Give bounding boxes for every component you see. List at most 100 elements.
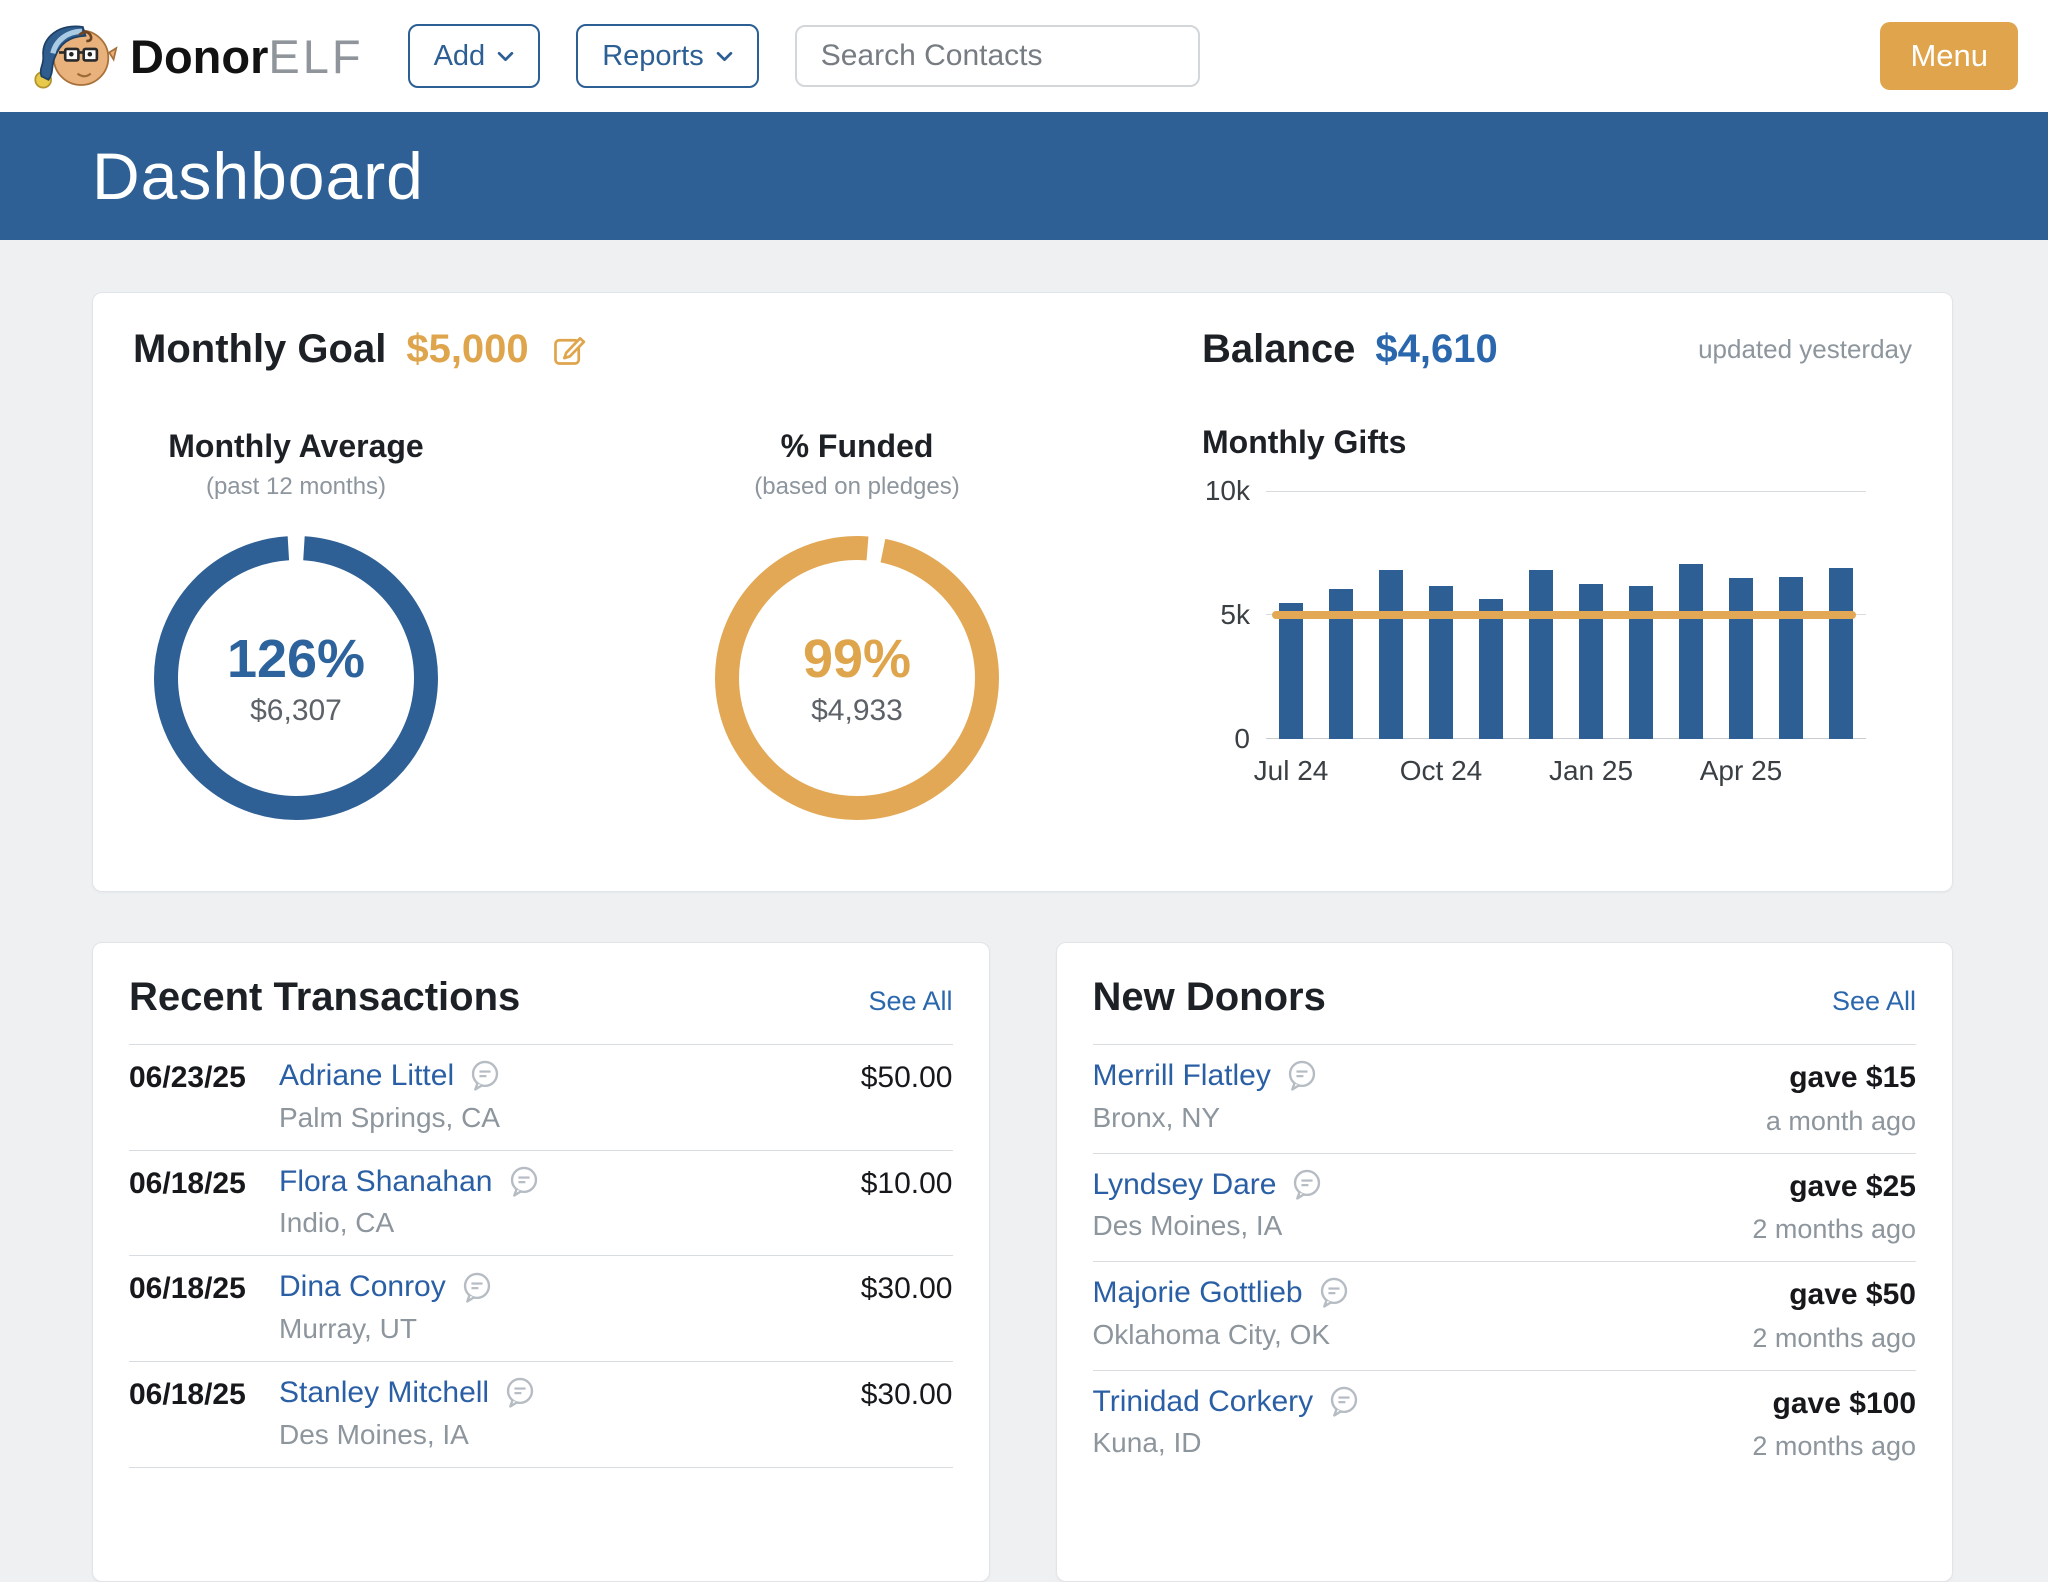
x-axis-label-apr-25: Apr 25 xyxy=(1699,755,1783,786)
gridline-0 xyxy=(1266,738,1866,739)
transaction-amount: $50.00 xyxy=(860,1061,953,1094)
lists-row: Recent Transactions See All 06/23/25 Adri… xyxy=(92,942,1953,1582)
monthly-average-subtitle: (past 12 months) xyxy=(205,473,387,500)
monthly-goal-header: Monthly Goal $5,000 xyxy=(133,327,1162,372)
comment-bubble-icon[interactable] xyxy=(1327,1386,1361,1418)
comment-bubble-icon[interactable] xyxy=(460,1272,494,1304)
contact-name-link[interactable]: Adriane Littel xyxy=(279,1059,455,1092)
bar-jul-24 xyxy=(1279,603,1303,739)
monthly-goal-title: Monthly Goal xyxy=(133,327,387,371)
bar-may-25 xyxy=(1779,577,1803,739)
page-title: Dashboard xyxy=(92,139,424,213)
transaction-main: Dina Conroy Murray, UT xyxy=(279,1270,861,1345)
edit-goal-button[interactable] xyxy=(551,332,587,368)
donor-name-link[interactable]: Merrill Flatley xyxy=(1092,1059,1271,1092)
balance-amount: $4,610 xyxy=(1375,327,1498,371)
transaction-date: 06/18/25 xyxy=(129,1272,246,1306)
balance-header: Balance $4,610 updated yesterday xyxy=(1202,327,1912,372)
comment-bubble-icon[interactable] xyxy=(1285,1060,1319,1092)
bar-jun-25 xyxy=(1829,568,1853,739)
contact-name-link[interactable]: Stanley Mitchell xyxy=(279,1376,490,1410)
transaction-date: 06/18/25 xyxy=(129,1378,246,1412)
donor-location: Kuna, ID xyxy=(1092,1427,1202,1459)
monthly-goal-amount: $5,000 xyxy=(406,327,529,371)
comment-bubble-icon[interactable] xyxy=(503,1377,537,1409)
search-contacts-input[interactable] xyxy=(794,25,1200,87)
add-dropdown-button[interactable]: Add xyxy=(407,24,541,88)
menu-button[interactable]: Menu xyxy=(1880,22,2018,90)
donor-gift-time: 2 months ago xyxy=(1752,1214,1916,1245)
brand-link[interactable]: DonorELF xyxy=(30,10,408,102)
transaction-main: Flora Shanahan Indio, CA xyxy=(279,1165,861,1240)
transaction-amount: $30.00 xyxy=(860,1272,953,1306)
donor-row: Majorie Gottlieb Oklahoma City, OK gave $5… xyxy=(1092,1262,1916,1371)
reports-dropdown-button[interactable]: Reports xyxy=(576,24,759,88)
bar-feb-25 xyxy=(1629,586,1653,739)
recent-transactions-header: Recent Transactions See All xyxy=(129,969,953,1045)
y-axis-label-5k: 5k xyxy=(1220,599,1250,630)
add-button-label: Add xyxy=(433,39,486,72)
contact-name-link[interactable]: Flora Shanahan xyxy=(279,1164,493,1198)
balance-updated-note: updated yesterday xyxy=(1698,334,1912,364)
donor-row: Lyndsey Dare Des Moines, IA gave $25 2 mont… xyxy=(1092,1154,1916,1263)
goal-line xyxy=(1272,611,1856,619)
donor-name-line: Lyndsey Dare xyxy=(1093,1168,1325,1203)
contact-location: Des Moines, IA xyxy=(279,1418,469,1450)
top-navbar: DonorELF Add Reports Menu xyxy=(0,0,2048,112)
new-donors-card: New Donors See All Merrill Flatley Bronx,… xyxy=(1055,942,1953,1582)
brand-donor: Donor xyxy=(130,29,269,83)
bar-series xyxy=(1266,491,1866,739)
donor-gift-amount: gave $100 xyxy=(1772,1386,1916,1420)
bar-mar-25 xyxy=(1679,564,1703,739)
donor-name-line: Merrill Flatley xyxy=(1093,1059,1319,1094)
donor-main: Lyndsey Dare Des Moines, IA xyxy=(1093,1168,1325,1246)
comment-bubble-icon[interactable] xyxy=(507,1166,541,1198)
percent-funded-ring xyxy=(715,536,999,820)
monthly-average-amount: $6,307 xyxy=(250,694,342,727)
donor-main: Merrill Flatley Bronx, NY xyxy=(1093,1059,1319,1137)
contact-name-link[interactable]: Dina Conroy xyxy=(279,1270,446,1304)
transaction-date: 06/23/25 xyxy=(129,1061,246,1094)
chevron-down-icon xyxy=(716,51,732,61)
donor-gift-info: gave $15 a month ago xyxy=(1766,1059,1916,1137)
bar-apr-25 xyxy=(1729,578,1753,739)
comment-bubble-icon[interactable] xyxy=(1317,1277,1351,1309)
y-axis-label-0: 0 xyxy=(1234,723,1250,754)
transactions-see-all-link[interactable]: See All xyxy=(868,986,953,1016)
transaction-name-line: Dina Conroy xyxy=(279,1270,861,1305)
donor-name-link[interactable]: Lyndsey Dare xyxy=(1092,1167,1277,1201)
donors-see-all-link[interactable]: See All xyxy=(1831,986,1916,1016)
bar-oct-24 xyxy=(1429,586,1453,739)
transaction-name-line: Flora Shanahan xyxy=(279,1165,861,1200)
goal-left-column: Monthly Goal $5,000 Monthly Average (pas… xyxy=(133,327,1162,857)
donor-name-link[interactable]: Majorie Gottlieb xyxy=(1092,1276,1303,1310)
new-donors-header: New Donors See All xyxy=(1092,969,1916,1045)
monthly-average-title: Monthly Average xyxy=(168,428,424,464)
new-donors-list: Merrill Flatley Bronx, NY gave $15 a month … xyxy=(1092,1045,1917,1479)
gridline-10k xyxy=(1266,491,1866,492)
y-axis-label-10k: 10k xyxy=(1204,475,1250,506)
comment-bubble-icon[interactable] xyxy=(1290,1169,1324,1201)
bar-dec-24 xyxy=(1529,570,1553,739)
comment-bubble-icon[interactable] xyxy=(468,1060,502,1092)
transactions-list: 06/23/25 Adriane Littel Palm Springs, CA $5… xyxy=(129,1045,953,1468)
contact-location: Palm Springs, CA xyxy=(279,1101,500,1133)
donor-row: Trinidad Corkery Kuna, ID gave $100 2 month… xyxy=(1093,1371,1917,1479)
recent-transactions-card: Recent Transactions See All 06/23/25 Adri… xyxy=(92,942,990,1582)
donor-name-link[interactable]: Trinidad Corkery xyxy=(1092,1384,1314,1418)
brand-elf: ELF xyxy=(268,29,364,83)
dashboard-content: Monthly Goal $5,000 Monthly Average (pas… xyxy=(0,240,2048,1582)
brand-wordmark: DonorELF xyxy=(130,29,364,84)
transaction-name-line: Stanley Mitchell xyxy=(279,1376,861,1411)
x-axis-label-oct-24: Oct 24 xyxy=(1399,755,1483,786)
transaction-amount: $10.00 xyxy=(860,1166,953,1200)
x-axis-label-jul-24: Jul 24 xyxy=(1253,755,1329,786)
monthly-gifts-chart: 10k 5k 0 Jul 24 Oct 24 Jan 25 Apr 25 xyxy=(1205,475,1866,801)
chevron-down-icon xyxy=(497,51,514,61)
contact-location: Murray, UT xyxy=(279,1312,417,1344)
x-axis-label-jan-25: Jan 25 xyxy=(1548,755,1634,786)
monthly-gifts-plot: 10k 5k 0 xyxy=(1205,475,1866,754)
monthly-average-ring xyxy=(154,536,438,820)
balance-column: Balance $4,610 updated yesterday Monthly… xyxy=(1202,327,1912,857)
donor-name-line: Trinidad Corkery xyxy=(1093,1385,1362,1420)
